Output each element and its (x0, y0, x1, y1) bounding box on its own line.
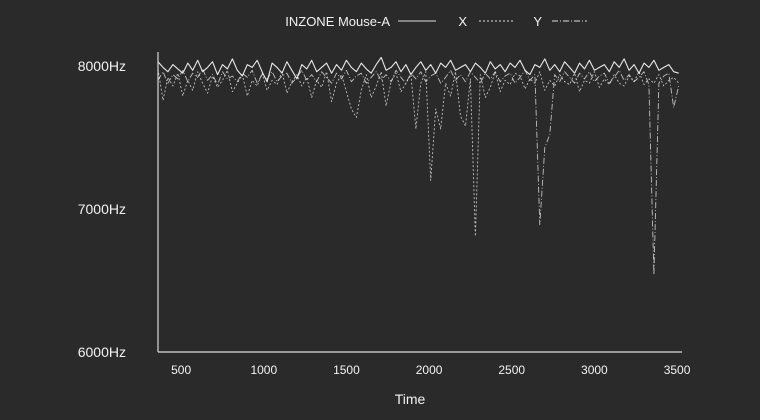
series-line-inzone-mouse-a (157, 56, 679, 83)
y-tick-labels: 8000Hz 7000Hz 6000Hz (78, 58, 126, 360)
axes (157, 52, 682, 353)
series-line-x (157, 68, 680, 237)
y-tick-label: 7000Hz (78, 201, 126, 217)
legend: INZONE Mouse-A X Y (285, 14, 587, 29)
x-tick-label: 1000 (250, 363, 277, 377)
series-line-y (157, 68, 680, 276)
x-tick-labels: 500 1000 1500 2000 2500 3000 3500 (171, 363, 691, 377)
x-tick-label: 2000 (416, 363, 443, 377)
legend-label: Y (533, 14, 542, 29)
x-tick-label: 1500 (333, 363, 360, 377)
y-tick-label: 8000Hz (78, 58, 126, 74)
x-tick-label: 3000 (581, 363, 608, 377)
series-layer (157, 56, 680, 276)
x-tick-label: 3500 (664, 363, 691, 377)
legend-label: INZONE Mouse-A (285, 14, 390, 29)
x-axis-label: Time (395, 391, 426, 407)
y-tick-label: 6000Hz (78, 344, 126, 360)
x-tick-label: 2500 (498, 363, 525, 377)
x-tick-label: 500 (171, 363, 191, 377)
legend-label: X (458, 14, 467, 29)
